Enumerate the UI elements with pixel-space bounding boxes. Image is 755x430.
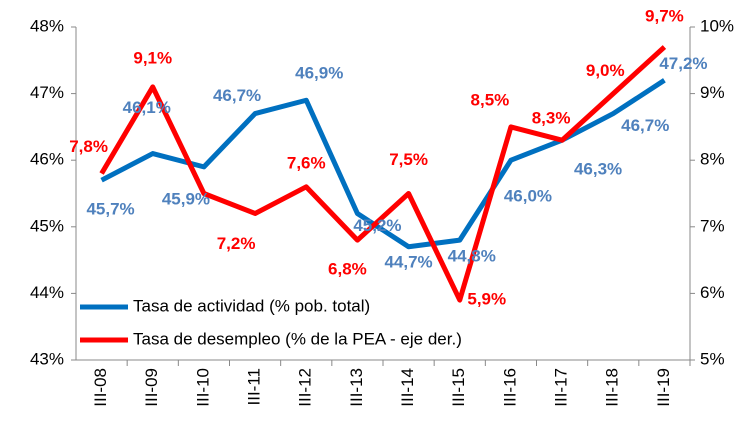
data-label: 5,9% (467, 290, 506, 309)
data-label: 9,0% (586, 61, 625, 80)
series-line (99, 45, 667, 303)
data-label: 9,7% (645, 6, 684, 25)
data-label: 6,8% (328, 260, 367, 279)
x-tick-label: III-15 (449, 368, 468, 407)
data-label: 46,1% (123, 98, 171, 117)
data-label: 47,2% (659, 54, 707, 73)
x-tick-label: III-09 (142, 368, 161, 407)
x-tick-label: III-13 (347, 368, 366, 407)
y-tick-label: 45% (30, 216, 64, 235)
legend-label: Tasa de actividad (% pob. total) (133, 296, 370, 315)
data-label: 45,2% (353, 216, 401, 235)
data-label: 7,6% (287, 153, 326, 172)
y2-tick-label: 9% (700, 83, 725, 102)
data-label: 8,5% (471, 90, 510, 109)
data-label: 9,1% (133, 48, 172, 67)
data-label: 8,3% (532, 109, 571, 128)
data-label: 7,8% (69, 137, 108, 156)
data-label: 45,7% (86, 200, 134, 219)
data-label: 46,9% (295, 64, 343, 83)
y2-tick-label: 8% (700, 150, 725, 169)
x-tick-label: III-18 (603, 368, 622, 407)
x-tick-label: III-10 (193, 368, 212, 407)
y2-tick-label: 6% (700, 283, 725, 302)
y-tick-label: 47% (30, 83, 64, 102)
y-tick-label: 46% (30, 150, 64, 169)
legend-label: Tasa de desempleo (% de la PEA - eje der… (133, 329, 462, 348)
x-tick-label: III-17 (552, 368, 571, 407)
data-label: 46,7% (213, 86, 261, 105)
x-tick-label: III-12 (296, 368, 315, 407)
data-label: 46,7% (621, 116, 669, 135)
data-label: 44,7% (384, 252, 432, 271)
data-label: 45,9% (162, 189, 210, 208)
y2-tick-label: 5% (700, 349, 725, 368)
x-tick-label: III-16 (500, 368, 519, 407)
y2-tick-label: 10% (700, 16, 734, 35)
data-label: 7,2% (217, 234, 256, 253)
y2-tick-label: 7% (700, 216, 725, 235)
y-tick-label: 48% (30, 16, 64, 35)
data-label: 46,0% (504, 187, 552, 206)
data-label: 46,3% (574, 160, 622, 179)
y-tick-label: 44% (30, 283, 64, 302)
y-tick-label: 43% (30, 349, 64, 368)
x-tick-label: III-11 (245, 368, 264, 405)
data-label: 7,5% (389, 150, 428, 169)
x-tick-label: III-08 (91, 368, 110, 407)
data-label: 44,8% (448, 247, 496, 266)
x-tick-label: III-14 (398, 368, 417, 407)
x-tick-label: III-19 (654, 368, 673, 407)
